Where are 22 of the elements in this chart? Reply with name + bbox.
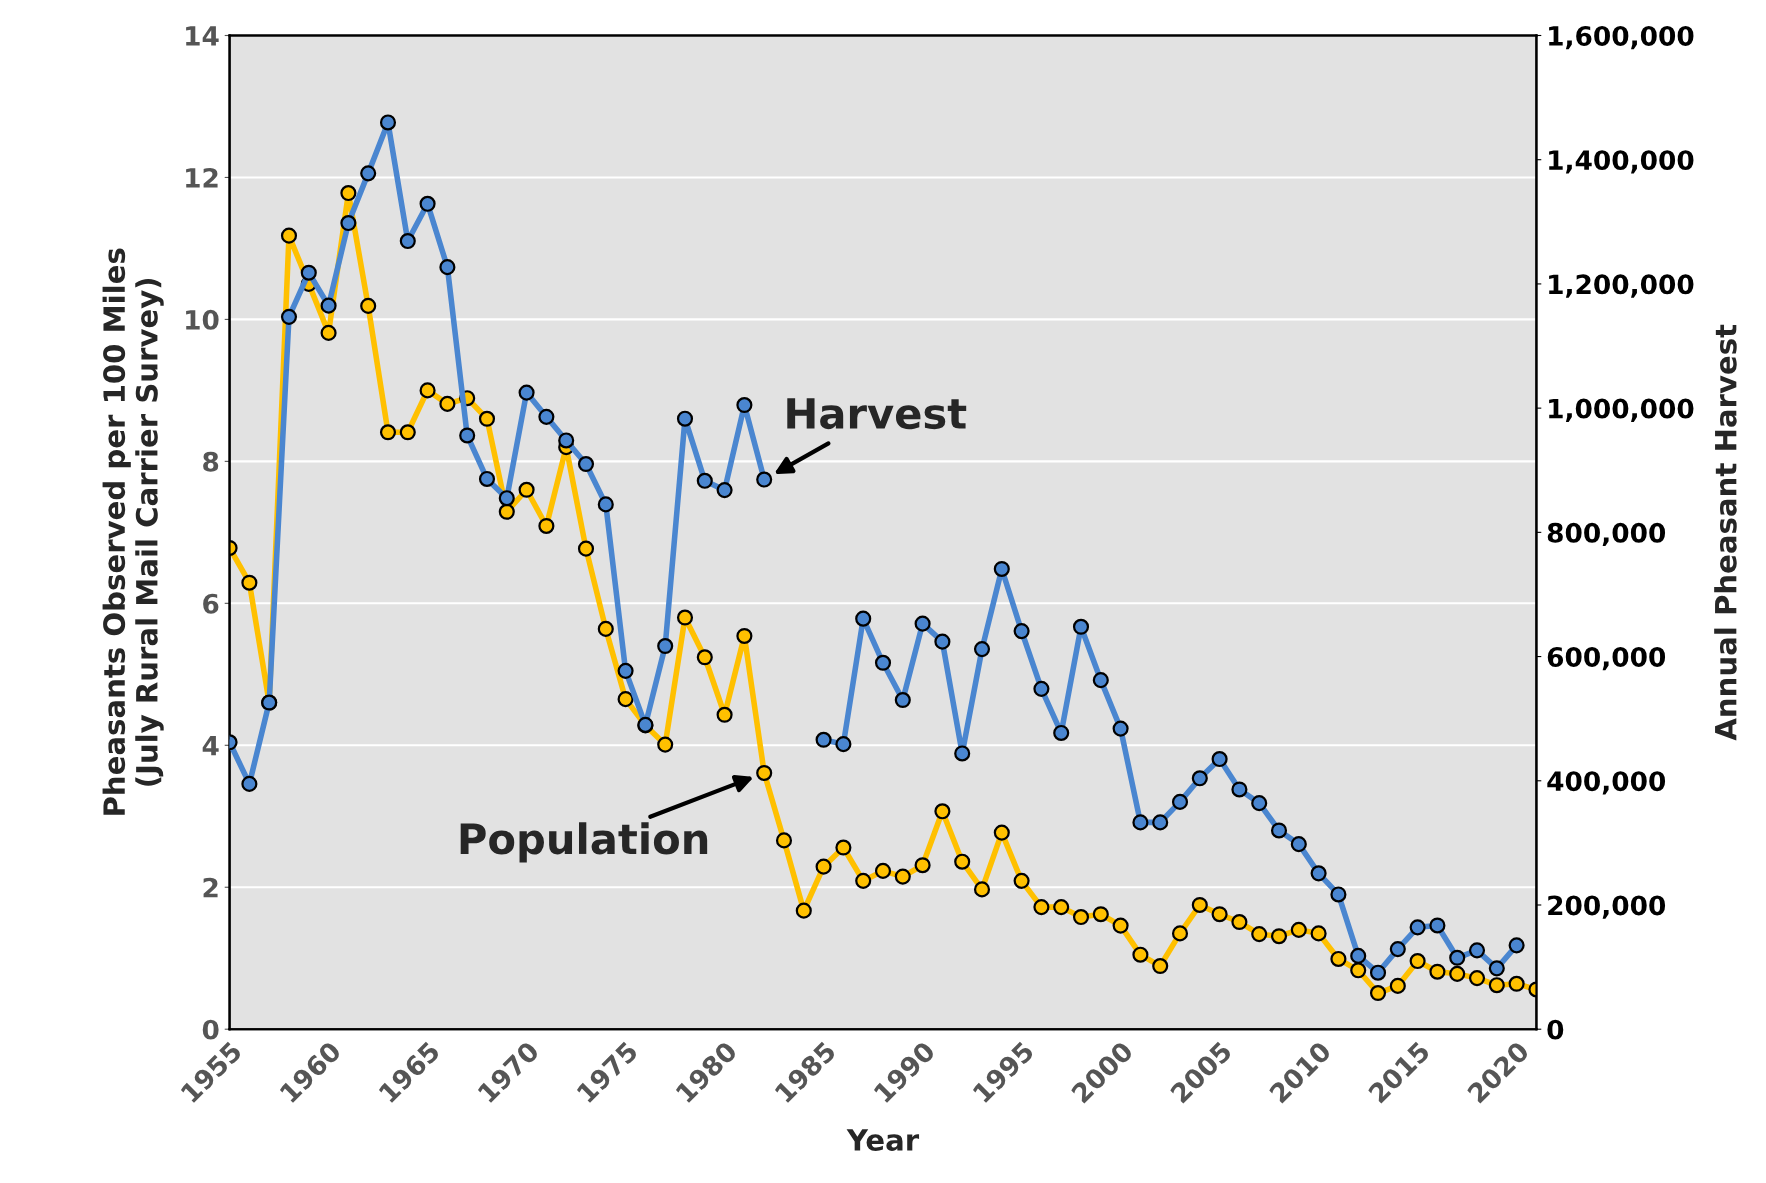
y2-tick-label: 800,000 [1547,522,1666,547]
y-axis-title: Pheasants Observed per 100 Miles (July Rural Mail Carrier Survey) [102,248,164,815]
y2-tick-label: 1,200,000 [1549,274,1694,298]
y2-tick-label: 200,000 [1548,895,1666,919]
y2-tick-label: 0 [1547,1019,1564,1040]
y-tick-label: 10 [186,309,219,330]
series-label: Harvest [787,398,967,430]
y-tick-label: 14 [186,26,219,46]
y-tick-label: 6 [203,593,219,614]
y-tick-label: 8 [203,451,219,472]
legend-label: Population [460,822,708,863]
y2-tick-label: 1,600,000 [1549,25,1694,50]
x-axis-title: Year [846,1129,920,1151]
y-tick-label: 12 [186,167,218,188]
y-tick-label: 0 [202,1019,219,1040]
y2-tick-label: 600,000 [1547,647,1666,671]
y2-tick-label: 1,000,000 [1549,398,1694,422]
y-tick-label: 4 [202,736,219,756]
y-tick-label: 2 [203,877,218,898]
y2-tick-label: 400,000 [1547,771,1666,795]
y2-axis-title: Annual Pheasant Harvest [1714,324,1737,741]
y2-tick-label: 1,400,000 [1549,150,1694,174]
